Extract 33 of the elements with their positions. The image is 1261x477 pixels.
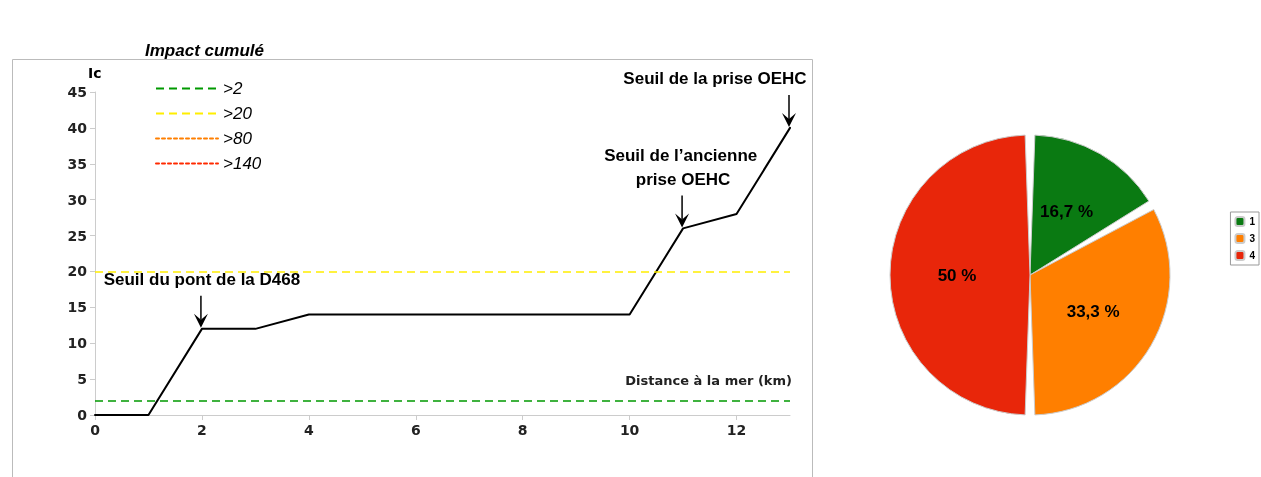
data-label: 50 % (937, 265, 977, 285)
x-tick-label: 2 (197, 422, 207, 438)
y-tick-label: 45 (67, 84, 87, 100)
y-tick-label: 30 (67, 191, 88, 208)
legend-label: 4 (1249, 250, 1256, 261)
annotation: Seuil du pont de la D468 (103, 270, 301, 290)
y-tick-label: 35 (67, 155, 87, 172)
legend-label: >140 (223, 154, 262, 173)
data-label: 16,7 % (1040, 202, 1094, 222)
legend-title: Impact cumulé (145, 41, 265, 60)
legend-label: 1 (1249, 216, 1256, 227)
x-axis-title: Distance à la mer (km) (625, 373, 792, 388)
y-tick-label: 40 (67, 119, 88, 136)
y-axis-title: Ic (88, 65, 102, 81)
x-tick-label: 0 (90, 422, 101, 438)
legend-label: >2 (223, 79, 243, 98)
legend-label: >80 (223, 129, 253, 148)
y-tick-label: 20 (67, 263, 88, 280)
legend-label: >20 (223, 104, 253, 123)
x-tick-label: 10 (619, 422, 640, 438)
y-tick-label: 15 (67, 299, 87, 316)
annotation: Seuil de l’ancienne prise OEHC (604, 145, 762, 189)
x-tick-label: 12 (726, 422, 747, 438)
x-tick-label: 8 (517, 422, 528, 438)
y-tick-label: 10 (67, 335, 88, 352)
x-tick-label: 4 (303, 422, 314, 438)
x-tick-label: 6 (410, 422, 421, 438)
legend-label: 3 (1249, 233, 1256, 244)
data-label: 33,3 % (1066, 302, 1120, 322)
y-tick-label: 25 (67, 227, 87, 244)
y-tick-label: 5 (77, 371, 87, 388)
y-tick-label: 0 (77, 407, 88, 423)
annotation: Seuil de la prise OEHC (623, 69, 807, 89)
